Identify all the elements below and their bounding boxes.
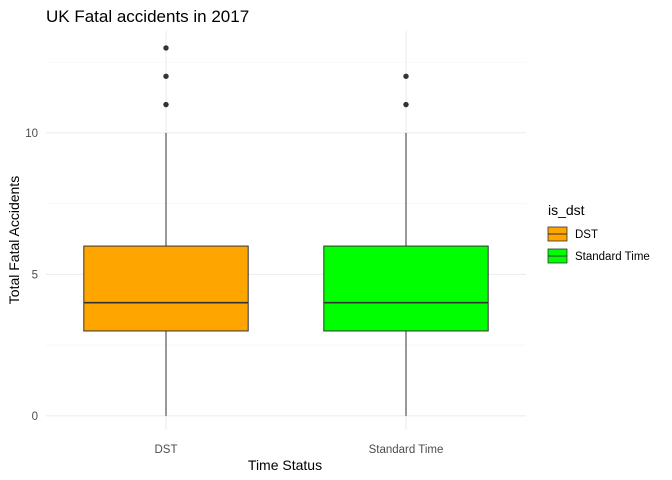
y-tick-label: 5: [32, 269, 38, 281]
box-plot-series: [83, 45, 489, 416]
y-tick-label: 0: [32, 411, 38, 423]
y-tick-label: 10: [25, 128, 38, 140]
outlier-point: [403, 73, 409, 79]
box-standard-time: [323, 73, 489, 416]
legend: is_dst DST Standard Time: [547, 202, 650, 264]
outlier-point: [163, 45, 169, 51]
legend-label: Standard Time: [575, 251, 650, 263]
legend-title: is_dst: [548, 202, 585, 218]
outlier-point: [403, 101, 409, 108]
x-tick-label: DST: [155, 444, 178, 456]
box-body: [323, 245, 489, 332]
x-tick-label: Standard Time: [369, 444, 444, 456]
x-axis-title: Time Status: [248, 457, 322, 473]
box-dst: [83, 45, 249, 416]
legend-item: DST: [547, 226, 598, 242]
legend-label: DST: [575, 229, 598, 241]
grid-lines: [46, 31, 526, 430]
box-body: [83, 245, 249, 332]
chart-title: UK Fatal accidents in 2017: [46, 7, 249, 26]
legend-item: Standard Time: [547, 248, 650, 264]
outlier-point: [163, 73, 169, 79]
y-axis-title: Total Fatal Accidents: [6, 176, 22, 304]
x-axis-ticks: DST Standard Time: [155, 444, 444, 456]
y-axis-ticks: 0 5 10: [25, 128, 38, 423]
outlier-point: [163, 101, 169, 108]
